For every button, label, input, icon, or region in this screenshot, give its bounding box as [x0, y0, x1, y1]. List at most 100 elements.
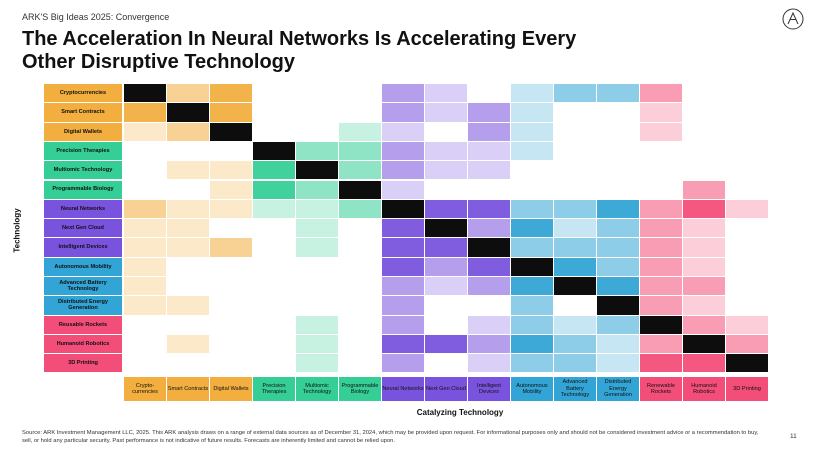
heatmap-cell — [640, 84, 682, 103]
heatmap-cell — [597, 277, 639, 296]
heatmap-cell — [124, 122, 166, 141]
heatmap-cell — [683, 334, 725, 354]
heatmap-cell — [511, 296, 553, 315]
footnote-source: Source: ARK Investment Management LLC, 2… — [22, 430, 759, 444]
heatmap-cell — [640, 238, 682, 257]
heatmap-cell — [554, 257, 596, 276]
heatmap-cell — [468, 354, 510, 373]
heatmap-cell — [683, 180, 725, 199]
heatmap-cell — [511, 354, 553, 373]
column-label: Smart Contracts — [167, 377, 209, 401]
heatmap-cell — [124, 257, 166, 276]
heatmap-cell — [640, 334, 682, 354]
heatmap-cell — [253, 141, 295, 161]
heatmap-cell — [382, 199, 424, 219]
column-label: Neural Networks — [382, 377, 424, 401]
heatmap-cell — [339, 180, 381, 199]
heatmap-cell — [210, 103, 252, 122]
heatmap-cell — [167, 238, 209, 257]
heatmap-cell — [339, 141, 381, 161]
heatmap-cell — [640, 257, 682, 276]
heatmap-cell — [554, 84, 596, 103]
heatmap-cell — [425, 84, 467, 103]
heatmap-cell — [167, 199, 209, 219]
heatmap-cell — [339, 122, 381, 141]
heatmap-cell — [554, 354, 596, 373]
heatmap-cell — [382, 354, 424, 373]
heatmap-cell — [468, 161, 510, 180]
heatmap-cell — [124, 84, 166, 103]
column-label: Renewable Rockets — [640, 377, 682, 401]
column-label: 3D Printing — [726, 377, 768, 401]
heatmap-cell — [296, 238, 338, 257]
heatmap-cell — [167, 103, 209, 122]
heatmap-cell — [468, 199, 510, 219]
heatmap-cell — [296, 161, 338, 180]
heatmap-cell — [382, 296, 424, 315]
heatmap-cell — [210, 199, 252, 219]
heatmap-cell — [554, 334, 596, 354]
heatmap-cell — [167, 219, 209, 238]
heatmap-cell — [511, 257, 553, 276]
row-label: Multiomic Technology — [44, 161, 122, 180]
heatmap-cell — [339, 199, 381, 219]
heatmap-cell — [683, 315, 725, 334]
heatmap-cell — [468, 334, 510, 354]
heatmap-cell — [210, 238, 252, 257]
heatmap-cell — [640, 199, 682, 219]
ark-logo-icon — [782, 8, 804, 30]
heatmap-cell — [683, 257, 725, 276]
heatmap-cell — [726, 315, 768, 334]
heatmap-cell — [726, 334, 768, 354]
heatmap-cell — [296, 219, 338, 238]
heatmap-cell — [167, 161, 209, 180]
heatmap-cell — [425, 219, 467, 238]
heatmap-cell — [339, 161, 381, 180]
heatmap-cell — [597, 257, 639, 276]
heatmap-cell — [683, 238, 725, 257]
heatmap-cell — [597, 354, 639, 373]
heatmap-cell — [210, 84, 252, 103]
heatmap-cell — [382, 277, 424, 296]
heatmap-cell — [167, 122, 209, 141]
heatmap-cell — [382, 180, 424, 199]
heatmap-cell — [597, 315, 639, 334]
row-label: Precision Therapies — [44, 141, 122, 161]
heatmap-cell — [468, 219, 510, 238]
heatmap-cell — [124, 296, 166, 315]
heatmap-cell — [124, 238, 166, 257]
row-label: 3D Printing — [44, 354, 122, 373]
heatmap-cell — [296, 354, 338, 373]
heatmap-cell — [597, 199, 639, 219]
heatmap-cell — [554, 277, 596, 296]
row-label: Programmable Biology — [44, 180, 122, 199]
heatmap-cell — [296, 315, 338, 334]
heatmap-cell — [683, 199, 725, 219]
column-label: Distributed Energy Generation — [597, 377, 639, 401]
row-label: Distributed Energy Generation — [44, 296, 122, 315]
heatmap-cell — [640, 315, 682, 334]
heatmap-cell — [124, 199, 166, 219]
kicker: ARK'S Big Ideas 2025: Convergence — [22, 12, 170, 22]
heatmap-cell — [683, 277, 725, 296]
heatmap-cell — [683, 296, 725, 315]
heatmap-cell — [468, 277, 510, 296]
heatmap-cell — [468, 257, 510, 276]
page-title: The Acceleration In Neural Networks Is A… — [22, 28, 577, 73]
heatmap-cell — [382, 122, 424, 141]
heatmap-cell — [167, 296, 209, 315]
heatmap-cell — [511, 141, 553, 161]
row-label: Smart Contracts — [44, 103, 122, 122]
heatmap-cell — [468, 141, 510, 161]
column-label: Intelligent Devices — [468, 377, 510, 401]
heatmap-cell — [167, 334, 209, 354]
heatmap-cell — [511, 315, 553, 334]
heatmap-cell — [425, 103, 467, 122]
heatmap-cell — [296, 180, 338, 199]
column-label: Crypto-currencies — [124, 377, 166, 401]
heatmap-cell — [640, 296, 682, 315]
heatmap-cell — [425, 199, 467, 219]
heatmap-cell — [511, 103, 553, 122]
heatmap-cell — [425, 257, 467, 276]
heatmap-cell — [640, 277, 682, 296]
